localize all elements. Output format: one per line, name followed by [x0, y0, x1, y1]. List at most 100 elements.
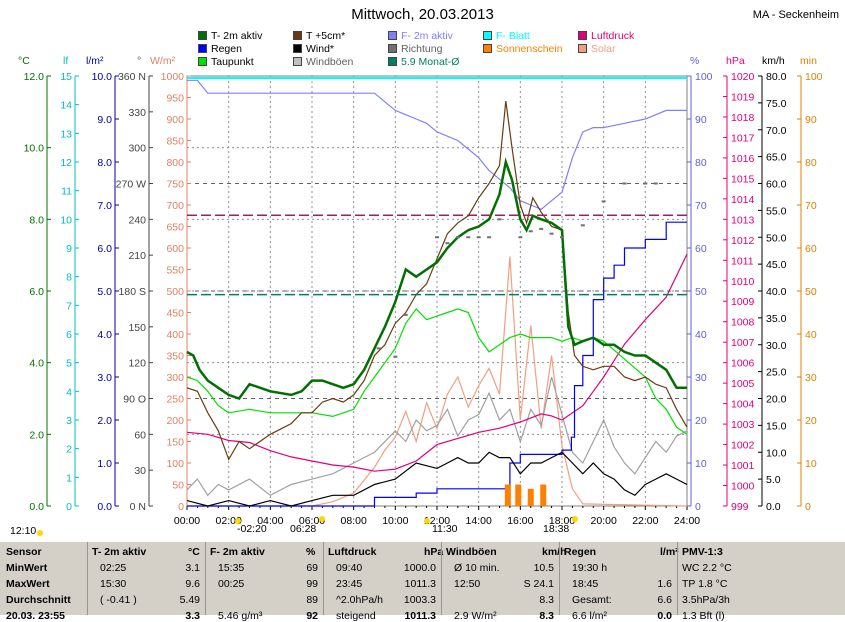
series-solar [187, 256, 688, 507]
axis-unit-lf: lf [63, 55, 69, 67]
tick-label-pct: 60 [695, 243, 707, 255]
tick-label-kmh: 45.0 [766, 259, 787, 271]
stats-cell-value: 1011.3 [404, 610, 436, 622]
tick-label-min: 0 [805, 501, 811, 513]
tick-label-deg: 210 [128, 250, 146, 262]
legend-label: Richtung [401, 43, 443, 55]
stats-row-label: MaxWert [6, 578, 50, 590]
tick-label-kmh: 40.0 [766, 286, 787, 298]
tick-label-lf: 6 [66, 329, 72, 341]
direction-point [497, 218, 502, 221]
tick-label-rain: 10.0 [92, 71, 113, 83]
legend-item: T +5cm* [293, 30, 345, 42]
tick-label-min: 50 [805, 286, 817, 298]
series-windb-en [186, 376, 688, 497]
tick-label-pct: 30 [695, 372, 707, 384]
tick-label-lf: 2 [66, 444, 72, 456]
stats-row-label: 20.03. 23:55 [6, 610, 65, 622]
legend-item: F- 2m aktiv [388, 30, 453, 42]
tick-label-rain: 6.0 [97, 243, 112, 255]
tick-label-solar: 450 [166, 308, 184, 320]
stats-cell-value: 0.0 [657, 610, 672, 622]
legend-item: 5.9 Monat-Ø [388, 56, 459, 68]
tick-label-kmh: 5.0 [766, 474, 781, 486]
tick-label-lf: 8 [66, 272, 72, 284]
tick-label-rain: 0.0 [97, 501, 112, 513]
stats-cell-value: 3.3 [185, 610, 200, 622]
legend-label: Solar [591, 43, 616, 55]
time-markers: 12:10 -02:20 06:28 11:30 18:38 [0, 523, 845, 542]
legend-swatch [198, 44, 207, 53]
tick-label-deg: 30 [134, 465, 146, 477]
tick-label-lf: 7 [66, 300, 72, 312]
stats-column-title: Sensor [6, 546, 42, 558]
legend-item: Windböen [293, 56, 353, 68]
tick-label-kmh: 75.0 [766, 98, 787, 110]
direction-point [476, 236, 481, 239]
x-tick-label: 14:00 [466, 515, 492, 527]
tick-label-solar: 700 [166, 200, 184, 212]
legend-swatch [388, 44, 397, 53]
stats-column-title: T- 2m aktiv [92, 546, 147, 558]
weather-chart: 00:00 02:00 04:00 06:00 08:00 10:00 12:00 14:00… [24, 71, 823, 536]
tick-label-hpa: 1014 [731, 194, 755, 206]
stats-cell-label: 6.6 l/m² [572, 610, 608, 622]
stats-cell-label: 12:50 [454, 578, 481, 590]
tick-label-deg: 90 O [123, 394, 146, 406]
tick-label-solar: 650 [166, 222, 184, 234]
stats-cell-value: 9.6 [185, 578, 200, 590]
tick-label-kmh: 65.0 [766, 152, 787, 164]
time-marker-sunset: 18:38 [543, 523, 570, 535]
tick-label-solar: 500 [166, 286, 184, 298]
tick-label-solar: 750 [166, 179, 184, 191]
tick-label-pct: 20 [695, 415, 707, 427]
station-name: MA - Seckenheim [752, 9, 839, 21]
tick-label-pct: 50 [695, 286, 707, 298]
tick-label-rain: 1.0 [97, 458, 112, 470]
tick-label-lf: 15 [60, 71, 72, 83]
legend-swatch [483, 44, 492, 53]
tick-label-pct: 0 [695, 501, 701, 513]
stats-cell-value: 5.49 [179, 594, 200, 606]
direction-point [601, 200, 606, 203]
tick-label-solar: 950 [166, 93, 184, 105]
legend-label: Regen [211, 43, 242, 55]
tick-label-solar: 600 [166, 243, 184, 255]
tick-label-hpa: 1009 [731, 296, 755, 308]
direction-point [445, 242, 450, 245]
tick-label-deg: 360 N [118, 71, 146, 83]
tick-label-temp: 6.0 [29, 286, 44, 298]
stats-cell-value: S 24.1 [523, 578, 554, 590]
x-tick-label: 02:00 [216, 515, 242, 527]
tick-label-deg: 270 W [116, 179, 146, 191]
tick-label-hpa: 1016 [731, 153, 755, 165]
series-regen [187, 221, 687, 507]
tick-label-kmh: 60.0 [766, 179, 787, 191]
tick-label-temp: 8.0 [29, 214, 44, 226]
stats-column-title: Regen [564, 546, 597, 558]
axis-unit-pct: % [690, 55, 700, 67]
axis-unit-deg: ° [137, 55, 142, 67]
stats-cell: TP 1.8 °C [682, 578, 728, 590]
tick-label-hpa: 1013 [731, 214, 755, 226]
stats-cell-label: Ø 10 min. [454, 562, 500, 574]
stats-column-title: Windböen [446, 546, 497, 558]
x-tick-label: 12:00 [424, 515, 450, 527]
stats-cell: 1.3 Bft (l) [682, 610, 725, 622]
stats-column-unit: % [306, 546, 316, 558]
legend-label: F- 2m aktiv [401, 30, 453, 42]
stats-separator [87, 542, 88, 615]
axis-unit-temp: °C [18, 55, 30, 67]
tick-label-min: 10 [805, 458, 817, 470]
direction-point [560, 236, 564, 239]
stats-cell-value: 92 [306, 610, 318, 622]
x-tick-label: 06:00 [299, 515, 325, 527]
sun-marker-icon [37, 530, 43, 536]
axis-unit-solar: W/m² [150, 55, 176, 67]
sunshine-bar [504, 484, 511, 506]
tick-label-lf: 11 [61, 186, 72, 198]
tick-label-solar: 400 [166, 329, 184, 341]
tick-label-rain: 4.0 [97, 329, 112, 341]
x-tick-label: 24:00 [674, 515, 700, 527]
stats-panel: Sensor MinWert MaxWert Durchschnitt 20.03. 2… [0, 542, 845, 622]
